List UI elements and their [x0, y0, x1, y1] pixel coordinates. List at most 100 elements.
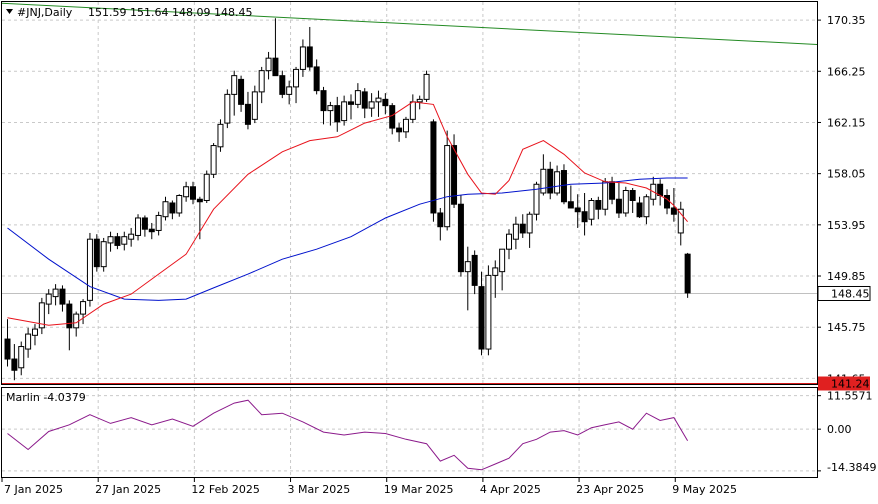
candle — [423, 70, 430, 102]
candle-body — [643, 196, 650, 218]
candle — [251, 85, 258, 124]
price-tick-label: 158.05 — [827, 168, 866, 181]
candle — [684, 252, 691, 298]
candle — [313, 59, 320, 95]
candle — [217, 119, 224, 152]
candle — [4, 319, 11, 367]
candle-body — [451, 145, 458, 205]
indicator-tick-label: 0.00 — [827, 423, 852, 436]
candle-body — [533, 183, 540, 215]
candle — [244, 91, 251, 130]
candle-body — [31, 328, 38, 336]
date-label: 12 Feb 2025 — [191, 483, 259, 496]
candle-body — [265, 57, 272, 72]
date-label: 4 Apr 2025 — [480, 483, 541, 496]
candle — [430, 119, 437, 222]
candle-body — [636, 202, 643, 218]
candle — [354, 83, 361, 109]
candle — [629, 188, 636, 213]
candle-body — [547, 168, 554, 194]
candle — [526, 211, 533, 248]
candle — [567, 185, 574, 209]
candle-body — [602, 181, 609, 210]
candle — [402, 116, 409, 139]
candle-body — [389, 105, 396, 129]
candle — [471, 250, 478, 295]
candle — [18, 341, 25, 376]
price-tick-label: 149.85 — [827, 270, 866, 283]
candle — [306, 26, 313, 71]
candle — [389, 103, 396, 135]
candle-body — [11, 358, 18, 371]
candle — [348, 94, 354, 120]
price-tick-label: 170.35 — [827, 14, 866, 27]
candle-body — [59, 288, 66, 305]
candle — [31, 324, 38, 346]
candle — [293, 66, 300, 104]
candle-body — [581, 211, 588, 223]
candle-body — [609, 181, 616, 200]
candle-body — [238, 78, 245, 105]
candle-body — [574, 207, 581, 213]
candle-body — [423, 73, 430, 100]
candle — [52, 284, 59, 306]
candle — [478, 271, 485, 356]
candle-body — [73, 313, 80, 329]
candle-body — [492, 267, 499, 276]
candle-body — [25, 333, 32, 350]
candle-body — [66, 303, 73, 329]
candle — [636, 196, 643, 218]
candle — [677, 201, 684, 246]
ohlc-values: 151.59 151.64 148.09 148.45 — [88, 6, 252, 19]
candle — [512, 216, 519, 250]
candle-body — [382, 98, 389, 107]
candle-body — [18, 346, 25, 369]
candle — [437, 207, 444, 241]
dropdown-triangle-icon[interactable] — [6, 9, 13, 14]
candle — [114, 232, 121, 250]
candle-body — [279, 75, 286, 95]
candle-body — [560, 170, 567, 203]
candle-body — [313, 66, 320, 92]
candle — [574, 194, 581, 228]
candle — [66, 300, 73, 351]
candle-body — [162, 201, 169, 218]
candle-body — [519, 223, 526, 234]
candle — [169, 200, 176, 220]
indicator-tick-label: -14.3849 — [827, 461, 876, 474]
candle-body — [499, 248, 506, 273]
candle — [128, 227, 135, 247]
candle — [135, 214, 142, 241]
axes-layer: 170.35 166.25 162.15 158.05 153.95 149.85 145.… — [1, 14, 876, 496]
candle — [560, 164, 567, 205]
candle-body — [128, 233, 135, 240]
candles-layer — [4, 18, 691, 381]
candle — [107, 231, 114, 252]
date-label: 23 Apr 2025 — [576, 483, 644, 496]
candle-body — [664, 194, 671, 209]
symbol-label: #JNJ,Daily — [17, 6, 73, 19]
price-tick-label: 153.95 — [827, 219, 866, 232]
candle — [499, 248, 506, 291]
candle-body — [272, 57, 279, 77]
candle-body — [629, 190, 636, 201]
date-label: 3 Mar 2025 — [288, 483, 351, 496]
candle — [25, 327, 32, 358]
candle — [155, 211, 162, 236]
candle-body — [464, 261, 471, 273]
candle-body — [437, 212, 444, 228]
candle — [444, 130, 451, 231]
candle-body — [217, 123, 224, 148]
candle — [554, 165, 561, 196]
indicator-panel-frame — [1, 387, 818, 478]
candle-body — [327, 105, 334, 112]
candle-body — [670, 207, 677, 215]
candle-body — [4, 338, 11, 360]
candle-body — [258, 70, 265, 93]
candle-body — [45, 293, 52, 305]
candle-body — [526, 213, 533, 234]
candle — [265, 51, 272, 80]
ma-blue-line — [7, 177, 688, 301]
